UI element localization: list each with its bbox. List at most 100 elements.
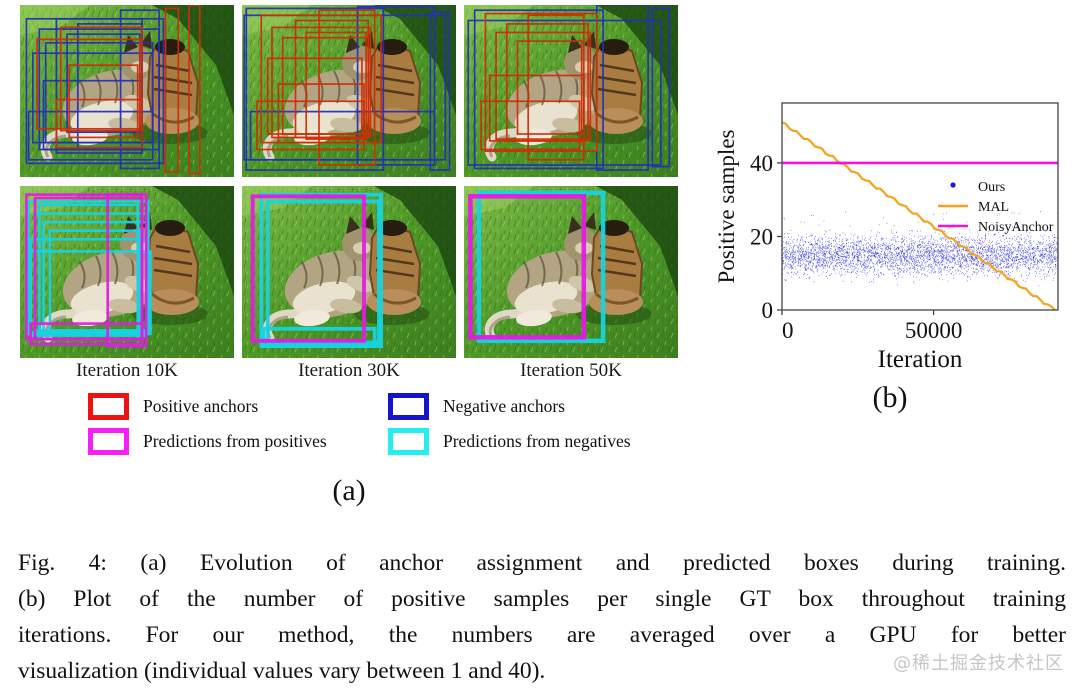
iteration-label-50k: Iteration 50K	[520, 360, 622, 381]
neg-box	[467, 19, 662, 166]
predneg-box	[261, 326, 377, 348]
caption-line: (b) Plot of the number of positive sampl…	[18, 586, 1066, 612]
neg-box	[473, 9, 604, 170]
training-image-predictions-50k	[464, 186, 678, 358]
cat-paw	[552, 298, 584, 314]
pos-box	[480, 100, 581, 151]
neg-box	[119, 9, 160, 170]
shoe-sole-line	[373, 111, 417, 124]
pos-box	[188, 5, 201, 175]
shoe-opening	[377, 39, 407, 55]
pos-box	[318, 9, 376, 166]
shoe-opening	[599, 220, 629, 236]
x-axis-label: Iteration	[878, 346, 963, 373]
pos-box	[59, 26, 143, 132]
cat-stripe	[111, 251, 119, 285]
training-image-anchors-50k	[464, 5, 678, 177]
caption-line: iterations. For our method, the numbers …	[18, 622, 1066, 648]
cat-stripe	[317, 255, 324, 287]
legend-item-predictions-negatives: Predictions from negatives	[388, 428, 631, 455]
cat-shoe-photo	[242, 5, 456, 177]
shoe-opening	[599, 39, 629, 55]
cat-stripe	[555, 70, 563, 104]
shadow-area	[374, 5, 456, 115]
iteration-label-row: Iteration 10K Iteration 30K Iteration 50…	[20, 360, 678, 382]
cat-hind-paw	[294, 309, 330, 327]
neg-box	[25, 17, 165, 165]
sunlit-grass	[20, 5, 90, 35]
legend-label: Negative anchors	[443, 396, 565, 416]
pos-box	[294, 19, 370, 139]
cat-stripe	[539, 255, 546, 287]
cat-paw	[330, 298, 362, 314]
predpos-box	[29, 322, 144, 346]
sunlit-grass	[242, 5, 312, 35]
cat-stripe	[333, 251, 341, 285]
watermark: @稀土掘金技术社区	[893, 653, 1064, 674]
pos-box	[527, 14, 585, 161]
legend-label-mal: MAL	[978, 200, 1009, 215]
pos-box	[55, 98, 143, 149]
cat-hind-paw	[516, 309, 552, 327]
predpos-box	[33, 196, 144, 341]
cat-ear	[140, 31, 152, 49]
shadow-area	[596, 5, 678, 115]
legend-label-ours: Ours	[978, 180, 1005, 195]
y-tick-label: 20	[750, 225, 773, 250]
pos-box	[516, 40, 583, 135]
shoe-sole-line	[595, 292, 639, 305]
cat-muzzle	[353, 242, 371, 254]
legend-item-negative-anchors: Negative anchors	[388, 393, 565, 420]
predneg-box	[48, 229, 142, 332]
shoe-sole-line	[151, 292, 195, 305]
pos-box	[256, 100, 365, 151]
shoe-sole-line	[151, 111, 195, 124]
y-axis-label: Positive samples	[714, 129, 739, 283]
neg-box	[356, 5, 436, 166]
image-grid	[20, 5, 678, 358]
pos-box	[68, 64, 139, 139]
cat	[484, 212, 606, 343]
subfigure-a-label: (a)	[332, 474, 366, 507]
y-tick-label: 0	[762, 298, 774, 323]
cat-stripe	[555, 251, 563, 285]
shadow-area	[596, 186, 678, 296]
legend-marker-ours	[950, 182, 956, 188]
pos-box	[36, 38, 141, 130]
pos-box	[266, 57, 363, 135]
neg-box	[27, 110, 154, 161]
iteration-label-10k: Iteration 10K	[76, 360, 178, 381]
cat-stripe	[301, 261, 308, 289]
predneg-box	[476, 190, 606, 344]
cat-stripe	[523, 261, 530, 289]
cat-stripe	[79, 80, 86, 108]
pos-box	[305, 31, 367, 140]
neg-box	[245, 7, 385, 171]
cat-paw	[552, 117, 584, 133]
predpos-box	[106, 193, 148, 348]
legend-label: Predictions from negatives	[443, 431, 631, 451]
cat-shoe-photo	[20, 5, 234, 177]
cat-shoe-photo	[242, 186, 456, 358]
cat-ear	[568, 216, 582, 234]
cat-stripe	[95, 255, 102, 287]
legend-label: Positive anchors	[143, 396, 259, 416]
shoe-laces	[153, 244, 193, 278]
caption-line: visualization (individual values vary be…	[18, 658, 546, 684]
neg-box	[429, 11, 451, 171]
cat-ear	[568, 35, 582, 53]
x-tick-label: 50000	[905, 318, 963, 343]
shoe-opening	[155, 220, 185, 236]
cat-ear	[584, 212, 596, 230]
legend-label: Predictions from positives	[143, 431, 327, 451]
cat-paw	[330, 117, 362, 133]
legend-item-positive-anchors: Positive anchors	[88, 393, 258, 420]
shadow-area	[374, 186, 456, 296]
shoe-opening	[377, 220, 407, 236]
neg-box	[651, 7, 671, 168]
shoe-laces	[153, 63, 193, 97]
legend-item-predictions-positives: Predictions from positives	[88, 428, 327, 455]
mal-line	[781, 121, 1056, 311]
cat-paw	[346, 275, 374, 293]
